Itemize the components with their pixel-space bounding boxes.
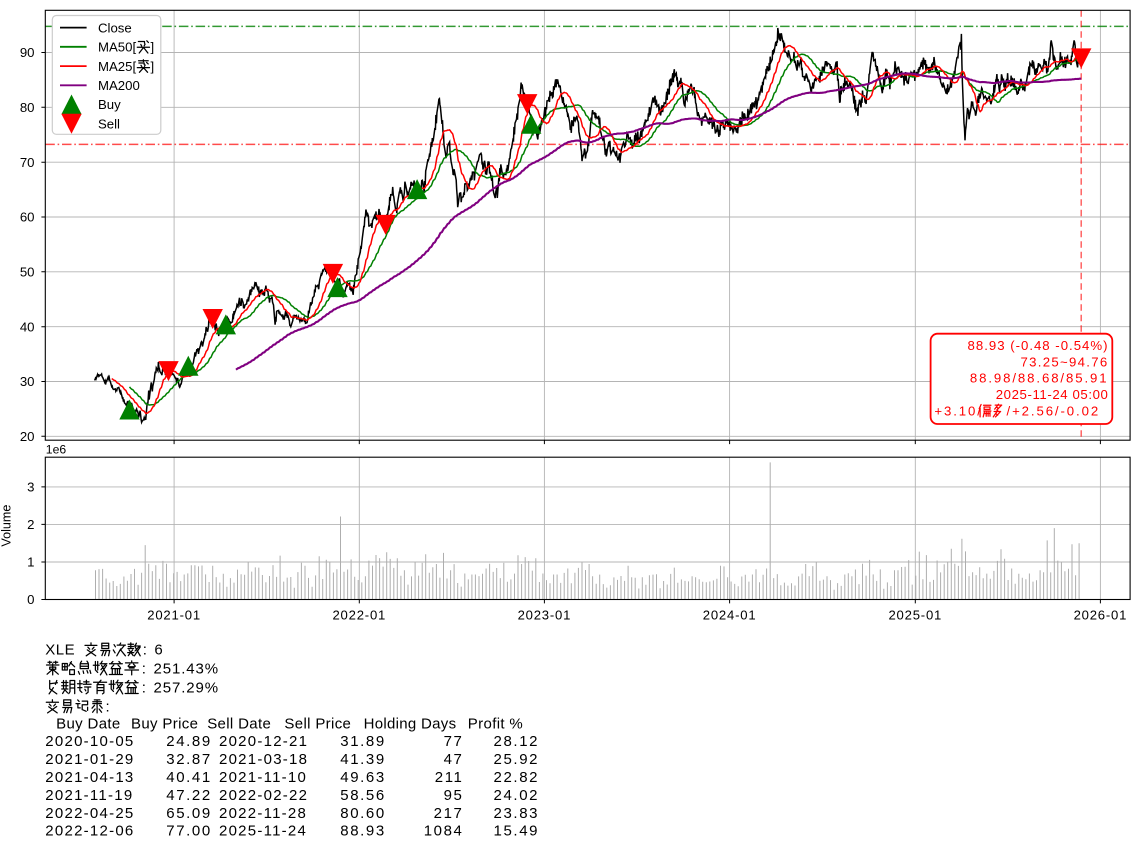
svg-text:251.43%: 251.43%: [154, 660, 220, 677]
svg-text:2022-02-22: 2022-02-22: [219, 787, 308, 804]
svg-text:MA200: MA200: [98, 78, 140, 93]
svg-text:25.92: 25.92: [494, 751, 540, 768]
svg-text:2020-12-21: 2020-12-21: [219, 733, 308, 750]
svg-text:211: 211: [435, 769, 464, 786]
svg-text:]: ]: [151, 59, 155, 74]
svg-text:257.29%: 257.29%: [154, 679, 220, 696]
svg-text:2025-11-24 05:00: 2025-11-24 05:00: [996, 387, 1109, 402]
svg-text:77.00: 77.00: [166, 823, 212, 840]
svg-text:2025-01: 2025-01: [888, 607, 942, 622]
svg-text:50: 50: [20, 265, 35, 280]
svg-text:47: 47: [444, 751, 464, 768]
svg-text:XLE: XLE: [45, 641, 75, 658]
svg-text::: :: [143, 641, 147, 658]
svg-text:2: 2: [27, 517, 34, 532]
svg-text:77: 77: [444, 733, 464, 750]
svg-text:2025-11-24: 2025-11-24: [219, 823, 307, 840]
svg-text:40: 40: [20, 319, 35, 334]
svg-text:88.93: 88.93: [340, 823, 386, 840]
svg-text:Profit %: Profit %: [468, 715, 523, 732]
svg-text:1e6: 1e6: [46, 443, 67, 457]
svg-text::: :: [106, 698, 110, 715]
svg-text:41.39: 41.39: [340, 751, 386, 768]
svg-text:2021-04-13: 2021-04-13: [45, 769, 134, 786]
svg-text:2020-10-05: 2020-10-05: [45, 733, 134, 750]
svg-text::: :: [142, 679, 146, 696]
svg-text:88.93 (-0.48 -0.54%): 88.93 (-0.48 -0.54%): [968, 338, 1109, 353]
svg-text:1084: 1084: [424, 823, 464, 840]
svg-text:1: 1: [27, 555, 34, 570]
svg-text:49.63: 49.63: [340, 769, 386, 786]
svg-text:73.25~94.76: 73.25~94.76: [1020, 354, 1108, 369]
svg-text:95: 95: [444, 787, 464, 804]
svg-text:Sell Date: Sell Date: [207, 715, 271, 732]
svg-text:MA25[: MA25[: [98, 59, 136, 74]
svg-text:2024-01: 2024-01: [703, 607, 757, 622]
svg-text:Buy Price: Buy Price: [131, 715, 198, 732]
svg-text:217: 217: [434, 805, 464, 822]
svg-text:+3.10/: +3.10/: [934, 403, 982, 418]
svg-text::: :: [142, 660, 146, 677]
svg-text:0: 0: [27, 592, 34, 607]
svg-text:2023-01: 2023-01: [518, 607, 572, 622]
svg-text:15.49: 15.49: [494, 823, 540, 840]
svg-text:Sell: Sell: [98, 117, 120, 132]
svg-text:Sell Price: Sell Price: [284, 715, 351, 732]
svg-text:2022-04-25: 2022-04-25: [45, 805, 134, 822]
svg-text:Holding Days: Holding Days: [364, 715, 457, 732]
svg-text:88.98/88.68/85.91: 88.98/88.68/85.91: [970, 371, 1109, 386]
svg-text:80: 80: [20, 100, 35, 115]
svg-text:2026-01: 2026-01: [1074, 607, 1128, 622]
svg-text:65.09: 65.09: [166, 805, 212, 822]
svg-text:]: ]: [151, 40, 155, 55]
svg-text:23.83: 23.83: [494, 805, 540, 822]
svg-text:MA50[: MA50[: [98, 40, 136, 55]
svg-text:2021-01-29: 2021-01-29: [45, 751, 134, 768]
svg-text:2022-11-28: 2022-11-28: [219, 805, 307, 822]
svg-text:30: 30: [20, 374, 35, 389]
svg-text:/+2.56/-0.02: /+2.56/-0.02: [1007, 403, 1101, 418]
svg-text:Volume: Volume: [0, 505, 14, 547]
svg-text:2021-01: 2021-01: [147, 607, 201, 622]
svg-text:2021-11-19: 2021-11-19: [45, 787, 133, 804]
svg-text:Buy: Buy: [98, 97, 121, 112]
svg-text:2021-03-18: 2021-03-18: [219, 751, 308, 768]
svg-text:2022-12-06: 2022-12-06: [45, 823, 134, 840]
svg-text:28.12: 28.12: [494, 733, 540, 750]
svg-text:32.87: 32.87: [166, 751, 212, 768]
svg-text:2022-01: 2022-01: [332, 607, 386, 622]
svg-text:90: 90: [20, 45, 35, 60]
svg-text:Close: Close: [98, 20, 132, 35]
svg-text:70: 70: [20, 155, 35, 170]
svg-text:2021-11-10: 2021-11-10: [219, 769, 307, 786]
svg-text:20: 20: [20, 429, 35, 444]
svg-text:80.60: 80.60: [340, 805, 386, 822]
svg-text:22.82: 22.82: [494, 769, 540, 786]
svg-text:40.41: 40.41: [166, 769, 212, 786]
svg-text:Buy Date: Buy Date: [56, 715, 121, 732]
svg-text:6: 6: [154, 641, 162, 658]
svg-text:24.02: 24.02: [494, 787, 540, 804]
svg-text:31.89: 31.89: [340, 733, 386, 750]
svg-text:60: 60: [20, 210, 35, 225]
svg-text:3: 3: [27, 480, 34, 495]
svg-text:58.56: 58.56: [340, 787, 386, 804]
svg-text:24.89: 24.89: [166, 733, 212, 750]
svg-text:47.22: 47.22: [166, 787, 212, 804]
